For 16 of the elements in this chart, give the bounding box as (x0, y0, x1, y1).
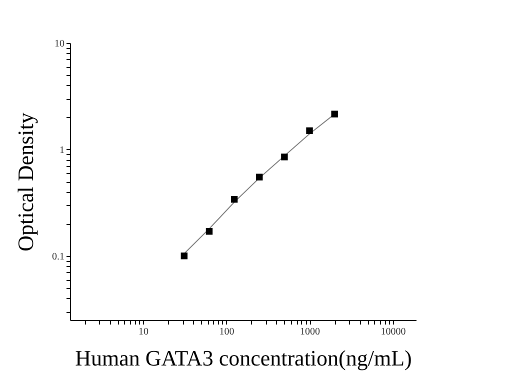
point (230, 196, 238, 203)
point (256, 174, 263, 180)
point (180, 252, 188, 260)
x-tick-label: 1000 (300, 326, 320, 338)
point (281, 154, 288, 160)
y-axis-title: Optical Density (13, 112, 38, 252)
x-tick-label: 100 (219, 326, 234, 338)
y-tick-label: 0.1 (52, 251, 64, 262)
point (206, 228, 213, 235)
point (331, 110, 338, 118)
point (306, 127, 313, 134)
x-axis-title: Human GATA3 concentration(ng/mL) (75, 346, 412, 370)
x-tick-label: 10 (138, 326, 148, 338)
x-tick-label: 10000 (380, 326, 406, 338)
y-tick-label: 1 (60, 144, 64, 156)
y-tick-label: 10 (54, 38, 64, 50)
